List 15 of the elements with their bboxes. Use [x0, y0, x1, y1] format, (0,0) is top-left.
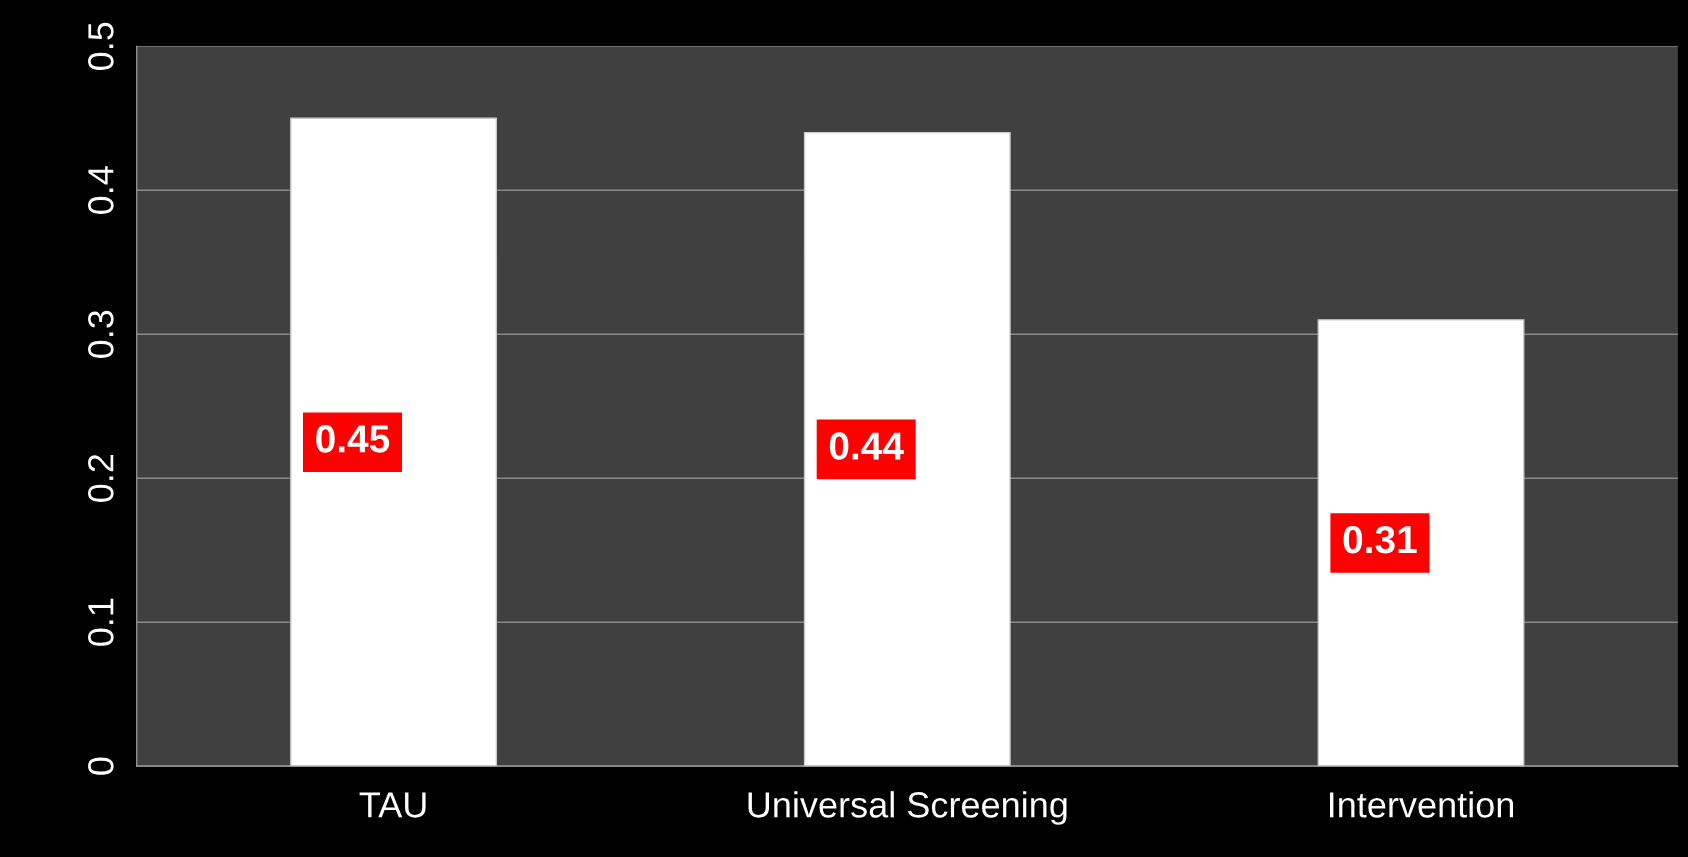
x-tick-label: TAU	[359, 792, 426, 818]
y-tick-label: 0.5	[88, 22, 114, 70]
bar	[803, 131, 1011, 767]
y-tick-label: 0.2	[88, 454, 114, 502]
x-tick-label: Universal Screening	[748, 791, 1067, 825]
data-label: 0.44	[829, 432, 904, 460]
y-tick-label: 0	[88, 757, 114, 775]
bar	[290, 117, 498, 767]
y-tick-label: 0.3	[88, 310, 114, 358]
x-tick-label: Intervention	[1330, 791, 1514, 818]
y-tick-label: 0.1	[88, 598, 114, 646]
data-label: 0.31	[1343, 525, 1417, 554]
y-tick-label: 0.4	[88, 166, 114, 214]
bar	[1317, 319, 1525, 767]
data-label: 0.45	[316, 425, 390, 453]
